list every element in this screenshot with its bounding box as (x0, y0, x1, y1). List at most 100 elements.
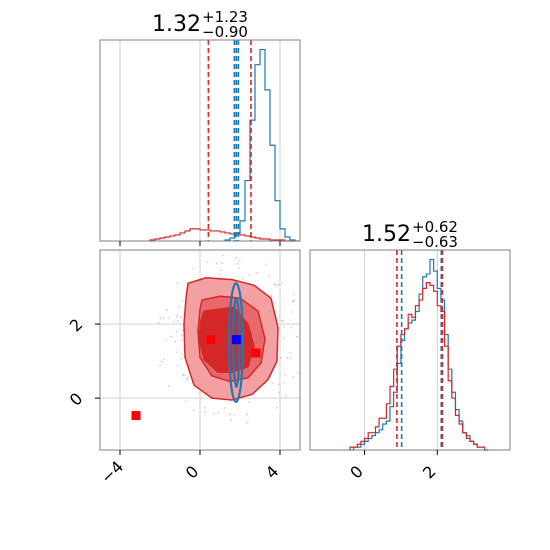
bottom-left-scatter-point (233, 413, 236, 416)
bottom-left-scatter-point (199, 397, 202, 400)
bottom-left-scatter-point (180, 334, 183, 337)
bottom-left-scatter-point (289, 357, 292, 359)
bottom-left-scatter-point (159, 317, 162, 320)
panel-top-left: 1.32 +1.23 −0.90 (99, 8, 301, 246)
bottom-left-scatter-point (184, 400, 187, 403)
bottom-left-scatter-point (230, 418, 233, 421)
bottom-left-scatter-point (181, 339, 183, 342)
panel-top-left-title-minus: −0.90 (202, 23, 248, 41)
bottom-left-tick-label-x: 0 (182, 462, 203, 483)
bottom-left-scatter-point (203, 406, 206, 409)
bottom-left-scatter-point (182, 300, 185, 303)
bottom-right-tick-label-x: 2 (419, 462, 440, 483)
bottom-left-scatter-point (282, 320, 285, 323)
bottom-left-scatter-point (241, 277, 244, 280)
bottom-left-scatter-point (186, 378, 189, 381)
bottom-left-scatter-point (175, 330, 178, 333)
bottom-left-scatter-point (220, 269, 222, 272)
bottom-left-scatter-point (278, 315, 281, 318)
bottom-left-scatter-point (180, 353, 183, 356)
bottom-left-scatter-point (178, 305, 180, 308)
bottom-left-scatter-point (192, 409, 195, 412)
bottom-left-scatter-point (181, 329, 184, 332)
bottom-left-scatter-point (165, 338, 168, 341)
bottom-left-blue-contour-outer (227, 282, 245, 403)
panel-bottom-left: −4 0 4 0 2 (66, 249, 301, 487)
bottom-left-scatter-point (281, 282, 284, 285)
bottom-left-scatter-point (163, 358, 166, 361)
bottom-left-scatter-point (278, 391, 281, 394)
bottom-right-histogram-red (349, 282, 489, 451)
bottom-left-scatter-point (276, 406, 278, 409)
bottom-left-scatter-point (255, 271, 258, 274)
bottom-left-scatter-point (177, 319, 179, 322)
bottom-left-scatter-point (180, 316, 183, 319)
bottom-left-scatter-point (246, 413, 249, 416)
bottom-left-scatter-point (192, 267, 195, 270)
bottom-left-scatter-point (284, 374, 287, 377)
bottom-left-scatter-point (167, 385, 170, 388)
bottom-left-scatter-point (280, 356, 282, 359)
bottom-left-scatter-point (222, 254, 225, 257)
panel-top-left-title-main: 1.32 (152, 12, 201, 37)
bottom-left-scatter-point (296, 335, 299, 338)
bottom-left-scatter-point (246, 421, 249, 424)
bottom-left-scatter-point (172, 320, 175, 323)
bottom-left-scatter-point (286, 357, 289, 359)
bottom-left-scatter-point (174, 340, 177, 343)
panel-top-left-histograms (149, 48, 300, 242)
top-left-histogram-blue (224, 48, 296, 241)
bottom-left-tick-label-x: −4 (97, 457, 127, 487)
bottom-left-scatter-point (270, 294, 273, 297)
bottom-left-scatter-point (248, 274, 250, 276)
panel-bottom-right-quantile-lines (396, 250, 444, 450)
bottom-left-scatter-point (167, 316, 170, 319)
bottom-left-scatter-point (290, 326, 292, 329)
bottom-left-scatter-point (176, 314, 179, 316)
bottom-left-scatter-point (298, 372, 300, 374)
bottom-left-scatter-point (235, 257, 237, 259)
bottom-left-scatter-point (273, 283, 276, 286)
bottom-left-scatter-point (198, 392, 201, 394)
bottom-left-scatter-point (175, 315, 178, 318)
bottom-left-tick-label-x: 4 (262, 462, 283, 483)
bottom-left-scatter-point (175, 351, 178, 354)
bottom-right-tick-label-x: 0 (346, 462, 367, 483)
panel-bottom-right-title-main: 1.52 (362, 222, 411, 247)
panel-bottom-left-contours (183, 277, 279, 403)
bottom-left-scatter-point (280, 319, 283, 322)
panel-bottom-right-title-plus: +0.62 (412, 218, 458, 236)
panel-top-left-title-plus: +1.23 (202, 8, 248, 26)
bottom-left-scatter-point (166, 309, 169, 312)
bottom-left-scatter-point (204, 410, 207, 413)
bottom-left-scatter-point (268, 275, 270, 277)
bottom-left-scatter-point (265, 263, 268, 266)
bottom-left-scatter-point (157, 321, 160, 324)
bottom-left-scatter-point (221, 262, 224, 264)
bottom-left-scatter-point (215, 262, 218, 265)
bottom-left-marker-red (206, 335, 216, 345)
bottom-left-scatter-point (186, 377, 188, 379)
bottom-left-scatter-point (283, 381, 285, 384)
bottom-left-marker-red (131, 411, 141, 421)
bottom-left-scatter-point (181, 374, 184, 377)
bottom-left-scatter-point (205, 260, 208, 263)
bottom-left-scatter-point (277, 283, 280, 286)
bottom-left-scatter-point (180, 357, 183, 360)
bottom-left-scatter-point (293, 299, 295, 302)
bottom-left-scatter-point (282, 325, 285, 328)
bottom-left-scatter-point (291, 311, 293, 313)
bottom-left-scatter-point (162, 317, 165, 320)
bottom-left-scatter-point (292, 376, 295, 379)
panel-bottom-right-title-minus: −0.63 (412, 233, 458, 251)
bottom-left-scatter-point (217, 411, 220, 414)
bottom-left-scatter-point (238, 259, 241, 262)
bottom-left-scatter-point (237, 262, 239, 265)
bottom-left-marker-red (251, 348, 261, 358)
bottom-left-scatter-point (271, 382, 274, 385)
bottom-left-scatter-point (161, 360, 163, 363)
bottom-left-scatter-point (176, 364, 179, 367)
